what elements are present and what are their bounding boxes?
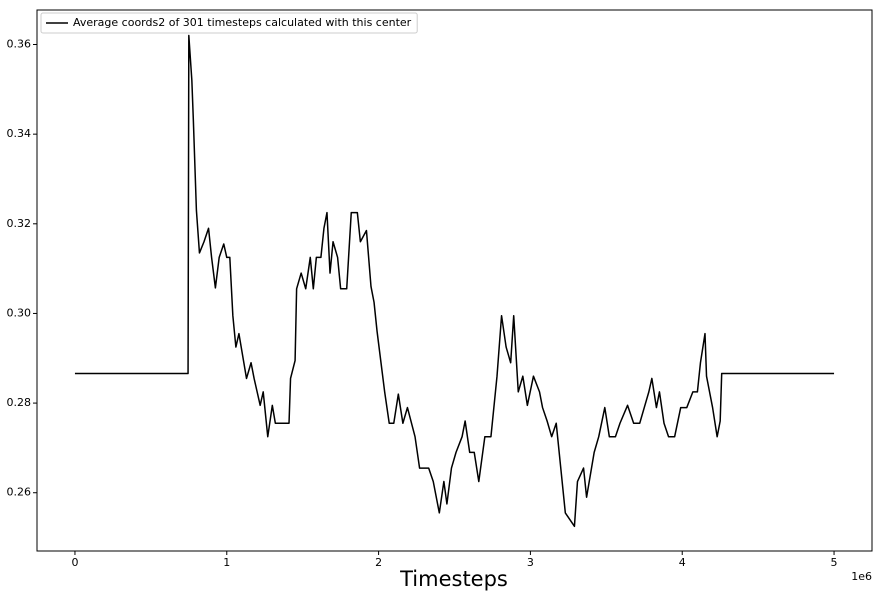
y-tick-label: 0.28 [7, 396, 32, 409]
legend-box [40, 12, 418, 34]
y-tick-label: 0.36 [7, 38, 32, 51]
x-offset-label: 1e6 [851, 570, 872, 583]
x-tick-label: 0 [71, 556, 78, 569]
y-tick-label: 0.30 [7, 306, 32, 319]
x-tick-label: 4 [679, 556, 686, 569]
data-line [74, 34, 835, 528]
plot-area [36, 9, 873, 552]
y-tick-label: 0.34 [7, 127, 32, 140]
x-tick-label: 5 [831, 556, 838, 569]
x-axis-label: Timesteps [399, 567, 508, 591]
x-tick-label: 2 [375, 556, 382, 569]
y-tick-label: 0.26 [7, 486, 32, 499]
x-tick-label: 1 [223, 556, 230, 569]
x-tick-label: 3 [527, 556, 534, 569]
legend-label: Average coords2 of 301 timesteps calcula… [73, 16, 412, 29]
y-tick-label: 0.32 [7, 217, 32, 230]
